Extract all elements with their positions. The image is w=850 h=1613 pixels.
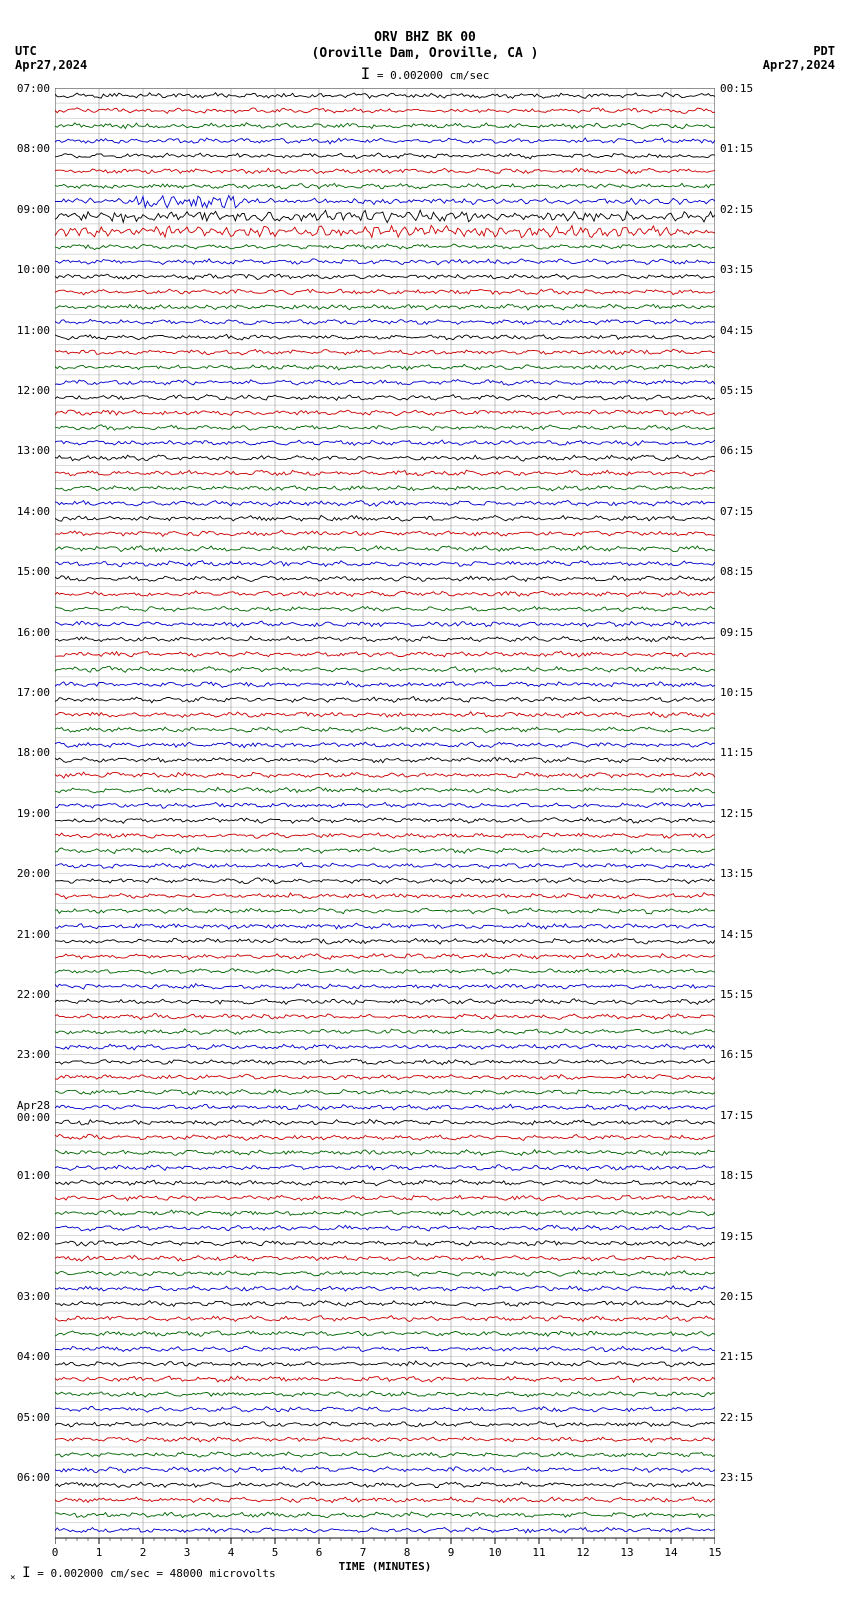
x-tick-label: 13	[617, 1546, 637, 1559]
right-time-label: 01:15	[720, 142, 753, 155]
left-time-label: 05:00	[8, 1411, 50, 1424]
right-time-label: 17:15	[720, 1109, 753, 1122]
x-tick-label: 1	[89, 1546, 109, 1559]
x-tick-label: 10	[485, 1546, 505, 1559]
date-right-label: Apr27,2024	[763, 58, 835, 72]
left-time-label: 15:00	[8, 565, 50, 578]
left-time-label: 04:00	[8, 1350, 50, 1363]
left-time-label: 11:00	[8, 324, 50, 337]
right-time-label: 20:15	[720, 1290, 753, 1303]
left-time-label: 20:00	[8, 867, 50, 880]
right-time-label: 03:15	[720, 263, 753, 276]
right-time-label: 14:15	[720, 928, 753, 941]
left-time-label: 18:00	[8, 746, 50, 759]
seismogram-plot	[55, 88, 715, 1568]
x-tick-label: 6	[309, 1546, 329, 1559]
left-time-label: 19:00	[8, 807, 50, 820]
left-time-label: 12:00	[8, 384, 50, 397]
right-time-label: 18:15	[720, 1169, 753, 1182]
right-time-label: 23:15	[720, 1471, 753, 1484]
right-time-label: 07:15	[720, 505, 753, 518]
x-tick-label: 9	[441, 1546, 461, 1559]
right-time-label: 15:15	[720, 988, 753, 1001]
x-tick-label: 3	[177, 1546, 197, 1559]
right-time-label: 11:15	[720, 746, 753, 759]
right-time-label: 10:15	[720, 686, 753, 699]
scale-indicator: I = 0.002000 cm/sec	[0, 64, 850, 83]
right-time-label: 13:15	[720, 867, 753, 880]
bottom-scale-text: × I = 0.002000 cm/sec = 48000 microvolts	[10, 1565, 276, 1583]
left-time-label: 08:00	[8, 142, 50, 155]
left-time-label: 10:00	[8, 263, 50, 276]
right-time-label: 02:15	[720, 203, 753, 216]
right-time-label: 00:15	[720, 82, 753, 95]
right-time-label: 16:15	[720, 1048, 753, 1061]
left-time-label: 16:00	[8, 626, 50, 639]
tz-left-label: UTC	[15, 44, 37, 58]
x-axis-title: TIME (MINUTES)	[325, 1560, 445, 1573]
right-time-label: 06:15	[720, 444, 753, 457]
right-time-label: 04:15	[720, 324, 753, 337]
right-time-label: 09:15	[720, 626, 753, 639]
left-time-label: 06:00	[8, 1471, 50, 1484]
x-tick-label: 14	[661, 1546, 681, 1559]
x-tick-label: 15	[705, 1546, 725, 1559]
page-subtitle: (Oroville Dam, Oroville, CA )	[0, 46, 850, 61]
left-time-label: 02:00	[8, 1230, 50, 1243]
left-time-label: 03:00	[8, 1290, 50, 1303]
right-time-label: 21:15	[720, 1350, 753, 1363]
right-time-label: 12:15	[720, 807, 753, 820]
left-time-label: 17:00	[8, 686, 50, 699]
tz-right-label: PDT	[813, 44, 835, 58]
left-time-label: 13:00	[8, 444, 50, 457]
x-tick-label: 4	[221, 1546, 241, 1559]
left-time-label: 23:00	[8, 1048, 50, 1061]
x-tick-label: 2	[133, 1546, 153, 1559]
left-time-label: 01:00	[8, 1169, 50, 1182]
left-time-label: 14:00	[8, 505, 50, 518]
x-tick-label: 12	[573, 1546, 593, 1559]
x-tick-label: 0	[45, 1546, 65, 1559]
right-time-label: 08:15	[720, 565, 753, 578]
left-time-label: 21:00	[8, 928, 50, 941]
left-time-label: 07:00	[8, 82, 50, 95]
x-tick-label: 8	[397, 1546, 417, 1559]
left-time-label: 00:00	[8, 1111, 50, 1124]
left-time-label: 22:00	[8, 988, 50, 1001]
x-tick-label: 7	[353, 1546, 373, 1559]
left-time-label: 09:00	[8, 203, 50, 216]
page-title: ORV BHZ BK 00	[0, 30, 850, 45]
x-tick-label: 11	[529, 1546, 549, 1559]
x-tick-label: 5	[265, 1546, 285, 1559]
right-time-label: 05:15	[720, 384, 753, 397]
date-left-label: Apr27,2024	[15, 58, 87, 72]
right-time-label: 22:15	[720, 1411, 753, 1424]
right-time-label: 19:15	[720, 1230, 753, 1243]
seismogram-container: ORV BHZ BK 00 (Oroville Dam, Oroville, C…	[0, 0, 850, 1613]
